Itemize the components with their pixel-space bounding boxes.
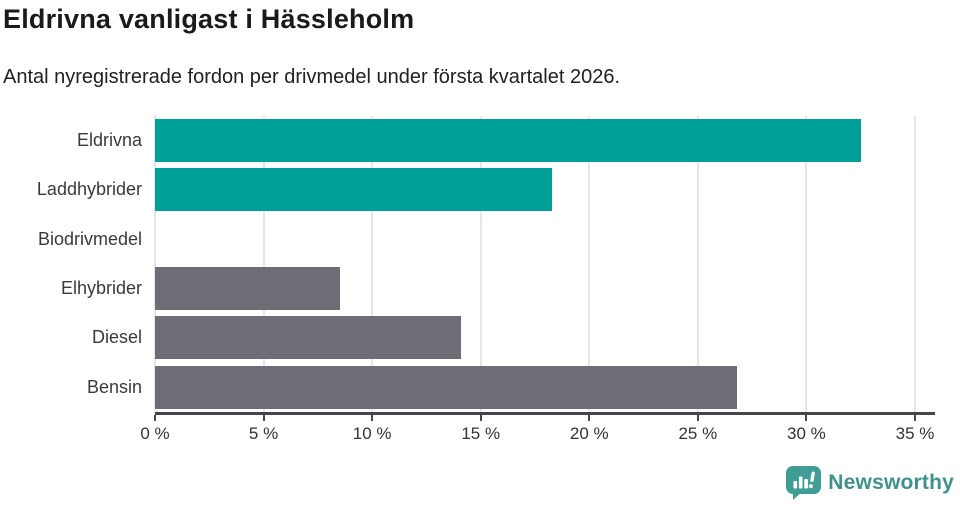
axis-tick [696, 415, 699, 421]
gridline [588, 116, 591, 412]
axis-tick-label: 35 % [895, 424, 935, 443]
bar-diesel [155, 316, 462, 360]
axis-tick [371, 415, 374, 421]
axis-tick-label: 20 % [569, 424, 609, 443]
gridline [262, 116, 265, 412]
chart-subtitle: Antal nyregistrerade fordon per drivmede… [3, 66, 621, 88]
chart-title: Eldrivna vanligast i Hässleholm [3, 4, 415, 34]
chart-rows: Eldrivna Laddhybrider Biodrivmedel Elhybrid… [0, 116, 935, 412]
chart-row: Biodrivmedel [0, 215, 935, 264]
bar-chart: Eldrivna Laddhybrider Biodrivmedel Elhybrid… [0, 116, 935, 459]
category-label: Elhybrider [60, 278, 142, 299]
axis-tick [154, 415, 156, 421]
gridline [805, 116, 808, 412]
brand-footer: Newsworthy [786, 466, 954, 505]
brand-name: Newsworthy [828, 470, 954, 494]
newsworthy-logo-icon [786, 466, 822, 505]
gridline [479, 116, 482, 412]
axis-tick-label: 0 % [140, 424, 170, 443]
x-axis-line [155, 412, 935, 415]
axis-tick [914, 415, 916, 421]
axis-tick-label: 30 % [787, 424, 826, 443]
axis-tick [479, 415, 482, 421]
bar-elhybrider [155, 267, 340, 311]
category-label: Eldrivna [76, 130, 142, 151]
axis-tick [262, 415, 265, 421]
category-label: Laddhybrider [36, 179, 142, 200]
bar-bensin [155, 365, 737, 409]
axis-tick [805, 415, 808, 421]
gridline [154, 116, 156, 412]
category-label: Diesel [91, 327, 142, 348]
category-label: Bensin [86, 376, 142, 397]
gridline [914, 116, 916, 412]
axis-tick-label: 15 % [461, 424, 501, 443]
chart-row: Diesel [0, 313, 935, 362]
x-axis-ticks: 0 % 5 % 10 % 15 % 20 % 25 % 30 % 35 % [140, 415, 935, 459]
axis-tick-label: 10 % [352, 424, 392, 443]
bar-eldrivna [155, 119, 861, 163]
gridline [696, 116, 699, 412]
chart-row: Laddhybrider [0, 165, 935, 214]
chart-row: Eldrivna [0, 116, 935, 165]
bar-laddhybrider [155, 168, 553, 212]
chart-row: Bensin [0, 363, 935, 412]
axis-tick-label: 25 % [678, 424, 718, 443]
gridline [371, 116, 374, 412]
chart-row: Elhybrider [0, 264, 935, 313]
axis-tick-label: 5 % [248, 424, 279, 443]
category-label: Biodrivmedel [37, 228, 142, 249]
axis-tick [588, 415, 591, 421]
